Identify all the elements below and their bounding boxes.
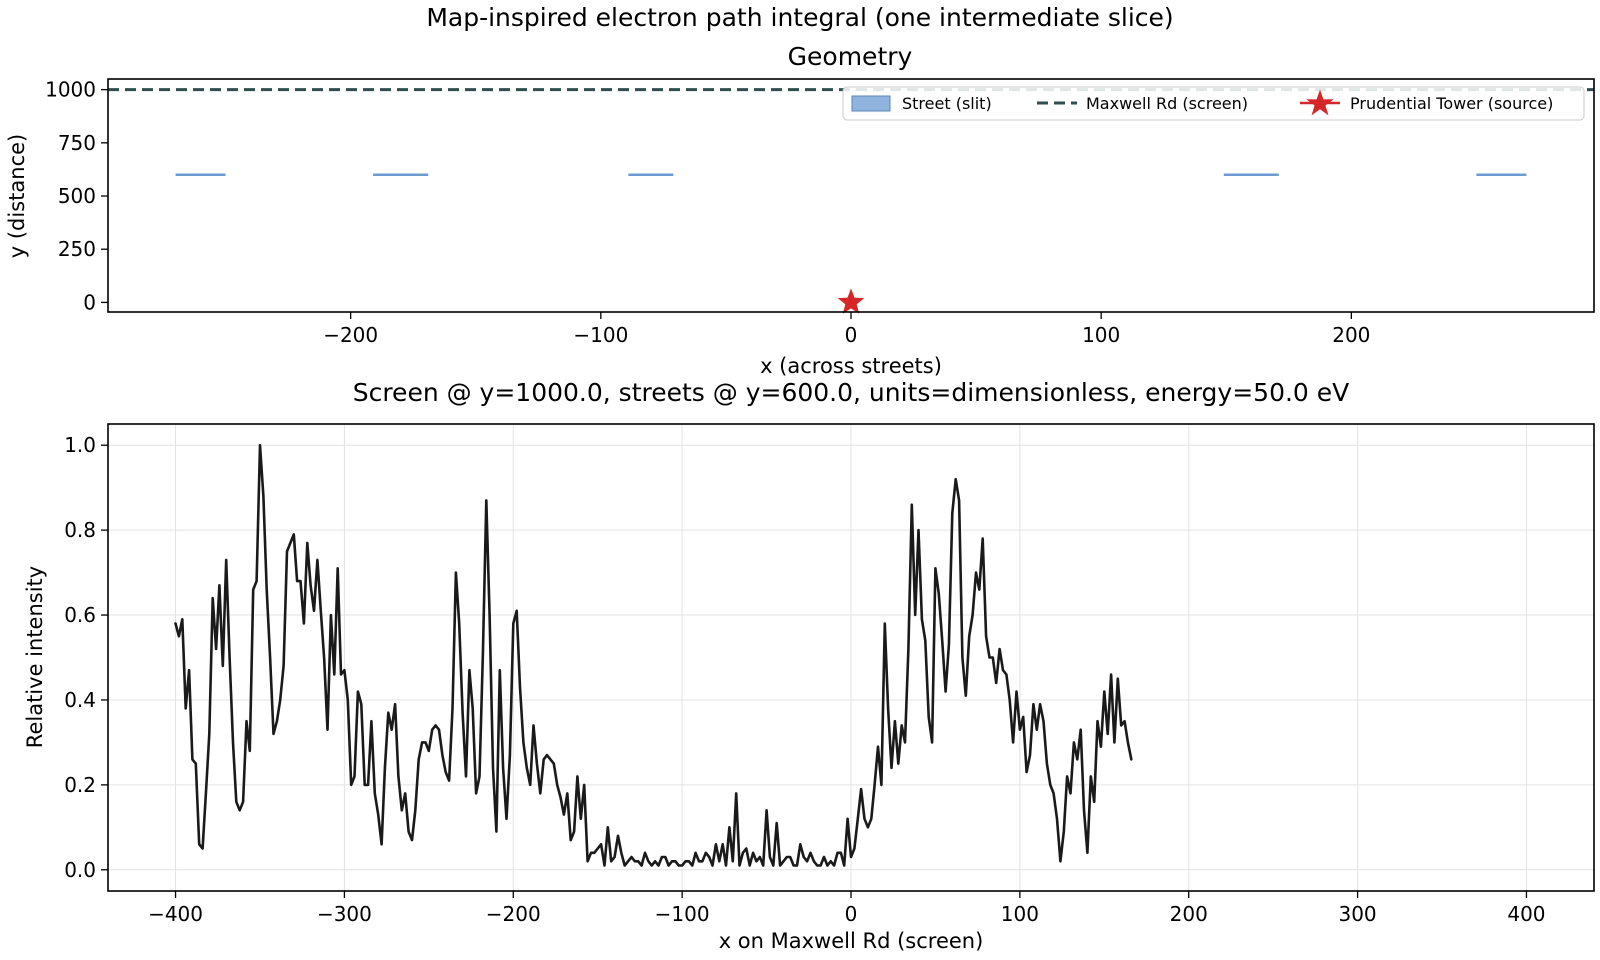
y-tick-label: 750 [58,131,96,155]
y-tick-label: 250 [58,237,96,261]
intensity-x-axis-label: x on Maxwell Rd (screen) [719,929,984,953]
intensity-title: Screen @ y=1000.0, streets @ y=600.0, un… [353,378,1350,407]
x-tick-label: 200 [1332,323,1370,347]
geometry-plot-area [108,90,1594,314]
intensity-panel: Screen @ y=1000.0, streets @ y=600.0, un… [23,378,1594,953]
x-tick-label: −200 [486,902,541,926]
intensity-axes: −400 −300 −200 −100 0 100 200 300 400 0.0 0.2 0.4 0.… [64,433,1545,926]
x-tick-label: −100 [573,323,628,347]
x-tick-label: 100 [1082,323,1120,347]
x-tick-label: −200 [323,323,378,347]
x-tick-label: −300 [317,902,372,926]
y-tick-label: 0.2 [64,773,96,797]
x-tick-label: 0 [845,902,858,926]
geometry-title: Geometry [788,42,913,71]
legend-screen-label: Maxwell Rd (screen) [1086,94,1248,113]
y-tick-label: 500 [58,184,96,208]
x-tick-label: −100 [655,902,710,926]
x-tick-label: 200 [1170,902,1208,926]
legend-source-label: Prudential Tower (source) [1350,94,1553,113]
intensity-y-axis-label: Relative intensity [23,566,47,748]
x-tick-label: 400 [1507,902,1545,926]
intensity-plot-area [176,445,1132,865]
geometry-panel: Geometry −200 −100 0 100 200 0 250 500 750 1000 x… [5,42,1594,378]
x-tick-label: 0 [845,323,858,347]
legend-slit-label: Street (slit) [902,94,992,113]
figure-suptitle: Map-inspired electron path integral (one… [426,3,1173,32]
geometry-legend: Street (slit) Maxwell Rd (screen) Pruden… [843,87,1584,120]
y-tick-label: 1000 [45,78,96,102]
y-tick-label: 0.0 [64,858,96,882]
geometry-y-axis-label: y (distance) [5,134,29,258]
y-tick-label: 1.0 [64,433,96,457]
x-tick-label: 300 [1338,902,1376,926]
legend-slit-swatch [852,96,890,111]
y-tick-label: 0.4 [64,688,96,712]
y-tick-label: 0.6 [64,603,96,627]
x-tick-label: 100 [1001,902,1039,926]
x-tick-label: −400 [148,902,203,926]
source-star-marker [838,288,865,313]
geometry-x-axis-label: x (across streets) [760,354,942,378]
y-tick-label: 0 [83,290,96,314]
y-tick-label: 0.8 [64,518,96,542]
intensity-series-line [176,445,1132,865]
